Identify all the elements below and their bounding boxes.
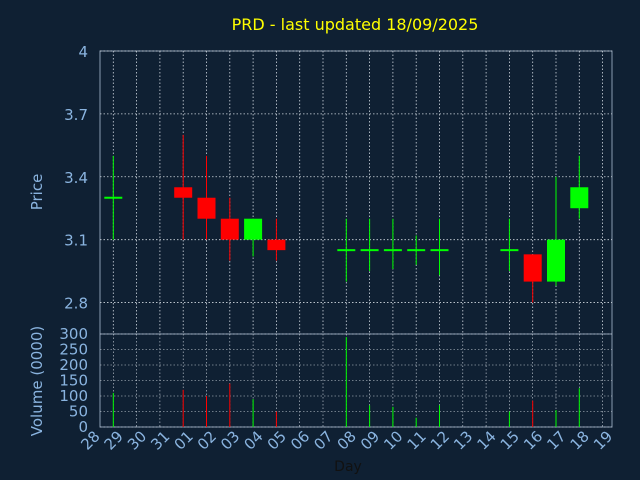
candle-body xyxy=(337,249,356,252)
candle-body xyxy=(104,196,123,199)
candle-body xyxy=(244,218,263,240)
volume-tick-label: 200 xyxy=(59,356,88,374)
day-axis-label: Day xyxy=(334,459,362,475)
candle-body xyxy=(407,249,426,252)
volume-axis-label: Volume (0000) xyxy=(28,326,46,436)
price-tick-label: 4 xyxy=(78,43,88,61)
candle-body xyxy=(360,249,379,252)
candle-body xyxy=(523,254,542,282)
price-tick-label: 3.7 xyxy=(64,106,88,124)
volume-tick-label: 250 xyxy=(59,341,88,359)
volume-bars xyxy=(112,337,580,427)
candle-11 xyxy=(407,235,426,265)
volume-tick-label: 300 xyxy=(59,325,88,343)
candle-29 xyxy=(104,155,123,240)
candle-body xyxy=(197,197,216,219)
candle-body xyxy=(220,218,239,240)
volume-tick-label: 0 xyxy=(78,418,88,436)
day-tick-label: 19 xyxy=(590,427,616,453)
candle-body xyxy=(267,239,286,251)
volume-tick-label: 50 xyxy=(69,403,88,421)
price-y-tick-labels: 2.8 3.1 3.4 3.7 4 xyxy=(64,43,88,313)
volume-grid xyxy=(100,333,612,428)
volume-tick-label: 150 xyxy=(59,372,88,390)
price-axis-label: Price xyxy=(28,174,46,211)
candle-body xyxy=(547,239,565,282)
candle-12 xyxy=(430,218,449,276)
candle-body xyxy=(174,187,193,198)
price-tick-label: 2.8 xyxy=(64,295,88,313)
candle-body xyxy=(383,249,402,252)
price-candles xyxy=(104,134,589,303)
candle-02 xyxy=(197,155,216,240)
price-panel: 2.8 3.1 3.4 3.7 4 Price xyxy=(28,43,613,335)
candle-08 xyxy=(337,218,356,282)
candle-body xyxy=(500,249,519,252)
candle-03 xyxy=(220,197,239,261)
candle-16 xyxy=(523,254,542,303)
price-tick-label: 3.1 xyxy=(64,232,88,250)
chart-title: PRD - last updated 18/09/2025 xyxy=(232,15,479,34)
candle-17 xyxy=(547,176,565,286)
candle-15 xyxy=(500,218,519,272)
price-tick-label: 3.4 xyxy=(64,169,88,187)
candle-01 xyxy=(174,134,193,240)
candle-18 xyxy=(570,155,589,219)
candle-body xyxy=(570,187,589,209)
day-tick-labels: 2829303101020304050607080910111213141516… xyxy=(77,427,616,453)
volume-tick-label: 100 xyxy=(59,387,88,405)
candle-09 xyxy=(360,218,379,272)
candle-04 xyxy=(244,218,263,257)
candle-05 xyxy=(267,218,286,261)
candle-body xyxy=(430,249,449,252)
candle-10 xyxy=(383,218,402,270)
